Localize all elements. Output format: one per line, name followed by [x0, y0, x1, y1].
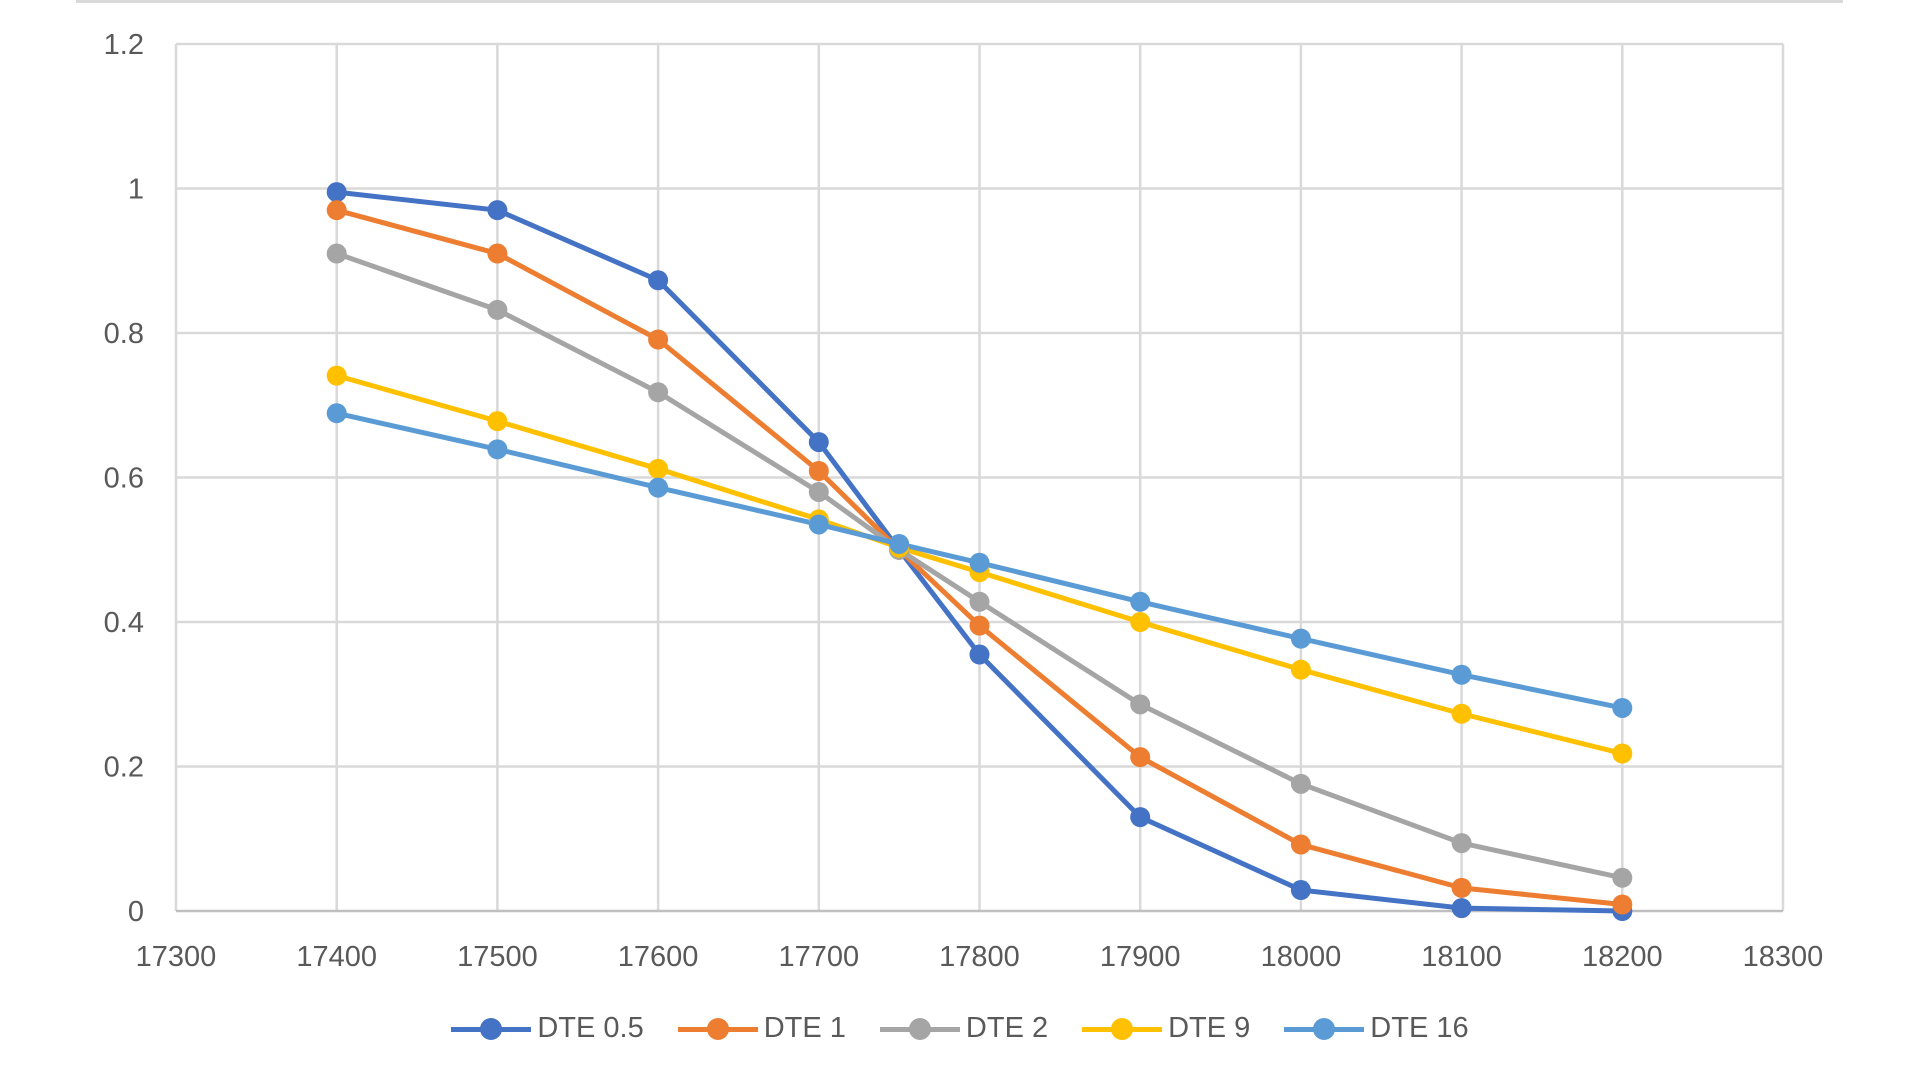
- data-point: [326, 200, 347, 221]
- data-point: [648, 458, 669, 479]
- data-point: [808, 481, 829, 502]
- x-tick-label: 17500: [457, 941, 538, 973]
- data-point: [1290, 773, 1311, 794]
- legend-label: DTE 0.5: [537, 1012, 644, 1044]
- data-point: [1290, 628, 1311, 649]
- y-tick-label: 1: [128, 174, 144, 206]
- data-point: [1130, 747, 1151, 768]
- x-tick-label: 17400: [296, 941, 377, 973]
- x-tick-label: 17700: [778, 941, 859, 973]
- y-tick-label: 1.2: [104, 29, 144, 61]
- legend-label: DTE 9: [1168, 1012, 1251, 1044]
- data-point: [1130, 807, 1151, 828]
- legend: DTE 0.5 DTE 1 DTE 2 DTE 9 DTE 16: [0, 1012, 1920, 1045]
- data-point: [1451, 877, 1472, 898]
- data-point: [1451, 703, 1472, 724]
- data-point: [808, 514, 829, 535]
- legend-label: DTE 1: [763, 1012, 846, 1044]
- data-point: [1130, 612, 1151, 632]
- data-point: [326, 403, 347, 424]
- data-point: [1130, 694, 1151, 715]
- series-line-dte-2: [335, 251, 1623, 881]
- data-point: [1612, 894, 1633, 915]
- legend-marker-icon: [451, 1017, 532, 1041]
- series-line-dte-0-5: [336, 189, 1623, 914]
- data-point: [326, 243, 347, 264]
- data-point: [808, 432, 829, 453]
- data-point: [648, 329, 669, 350]
- data-point: [648, 382, 669, 403]
- legend-marker-icon: [879, 1017, 960, 1041]
- data-point: [1451, 664, 1472, 685]
- x-tick-label: 17800: [939, 941, 1020, 973]
- data-point: [969, 615, 990, 636]
- data-point: [1451, 833, 1472, 854]
- legend-label: DTE 2: [965, 1012, 1049, 1044]
- data-point: [1612, 697, 1633, 718]
- data-point: [1451, 898, 1472, 919]
- data-point: [487, 243, 508, 264]
- data-point: [326, 365, 347, 386]
- series-line-dte-1: [336, 207, 1623, 907]
- x-tick-label: 18000: [1261, 941, 1342, 973]
- data-point: [1290, 834, 1311, 855]
- series-line-dte-16: [336, 410, 1623, 711]
- x-tick-label: 17900: [1100, 941, 1181, 973]
- y-tick-label: 0: [128, 896, 144, 928]
- legend-label: DTE 16: [1370, 1012, 1469, 1044]
- x-tick-label: 18300: [1743, 941, 1824, 973]
- y-tick-label: 0.2: [104, 752, 144, 784]
- y-tick-label: 0.6: [104, 463, 144, 495]
- series-line-dte-9: [336, 373, 1623, 756]
- legend-marker-icon: [677, 1017, 758, 1041]
- x-tick-label: 18100: [1421, 941, 1502, 973]
- data-point: [1612, 743, 1633, 764]
- data-point: [487, 299, 508, 320]
- data-point: [1290, 659, 1311, 680]
- top-border: [76, 0, 1843, 3]
- data-point: [969, 552, 990, 573]
- y-tick-label: 0.8: [104, 318, 144, 350]
- x-tick-label: 17300: [136, 941, 217, 973]
- data-point: [808, 460, 829, 481]
- legend-item: DTE 0.5: [451, 1012, 644, 1045]
- legend-marker-icon: [1082, 1017, 1163, 1041]
- legend-item: DTE 16: [1284, 1012, 1469, 1045]
- y-tick-label: 0.4: [104, 607, 144, 639]
- data-point: [969, 644, 990, 665]
- data-point: [1290, 880, 1311, 901]
- data-point: [1612, 867, 1633, 888]
- legend-item: DTE 9: [1082, 1012, 1250, 1045]
- data-point: [487, 200, 508, 221]
- x-tick-label: 18200: [1582, 941, 1663, 973]
- x-tick-label: 17600: [618, 941, 699, 973]
- data-point: [487, 439, 508, 460]
- legend-marker-icon: [1284, 1017, 1365, 1041]
- data-point: [1130, 591, 1151, 612]
- legend-item: DTE 1: [677, 1012, 846, 1045]
- data-point: [969, 591, 990, 612]
- data-point: [648, 477, 669, 498]
- data-point: [326, 182, 347, 203]
- data-point: [889, 533, 910, 554]
- legend-item: DTE 2: [879, 1012, 1049, 1045]
- data-point: [487, 411, 508, 432]
- data-point: [648, 270, 669, 291]
